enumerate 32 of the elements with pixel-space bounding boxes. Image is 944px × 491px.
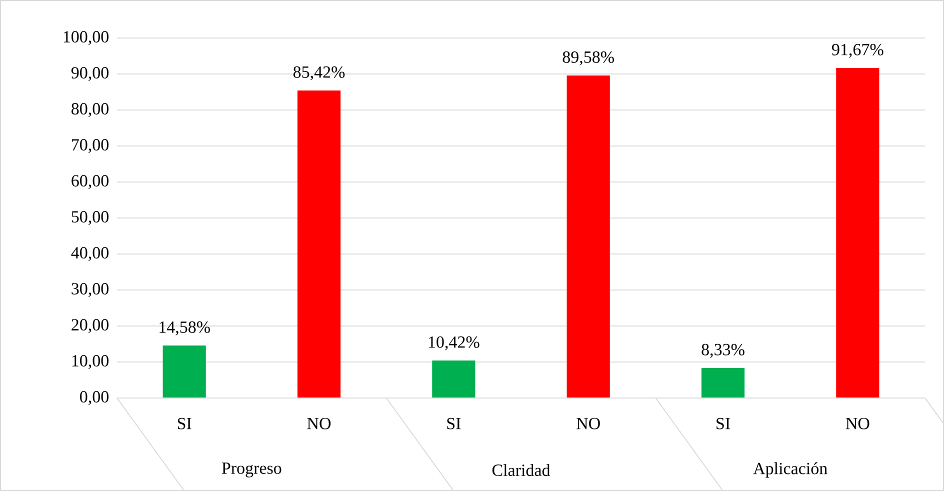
data-label: 91,67%	[832, 44, 884, 58]
y-tick-label: 70,00	[72, 139, 108, 153]
data-label: 14,58%	[160, 321, 210, 336]
bar	[297, 90, 341, 398]
bar	[162, 346, 206, 398]
bar	[836, 68, 880, 398]
y-tick-label: 90,00	[71, 67, 108, 81]
bar	[566, 76, 610, 398]
data-label: 10,42%	[428, 336, 480, 350]
bar	[701, 368, 745, 398]
data-label: 8,33%	[702, 344, 744, 358]
x-tick-label: SI	[447, 418, 461, 430]
bar	[432, 360, 476, 398]
text: Claridad	[492, 464, 550, 476]
y-tick-label: 60,00	[72, 175, 108, 189]
y-tick-label: 40,00	[71, 247, 108, 261]
y-tick-label: 80,00	[72, 103, 108, 117]
data-label: 89,58%	[562, 51, 614, 66]
y-tick-label: 0,00	[80, 391, 108, 405]
x-tick-label: NO	[576, 418, 600, 430]
y-tick-label: 100,00	[64, 31, 108, 45]
y-tick-label: 20,00	[72, 319, 108, 333]
y-tick-label: 10,00	[72, 355, 108, 369]
y-tick-label: 50,00	[72, 211, 108, 225]
x-tick-label: SI	[178, 418, 192, 430]
data-label: 85,42%	[293, 66, 345, 80]
y-tick-label: 30,00	[72, 283, 108, 297]
x-tick-label: NO	[307, 418, 331, 430]
text: Aplicación	[753, 462, 828, 478]
x-tick-label: SI	[716, 418, 730, 430]
x-tick-label: NO	[846, 418, 870, 430]
text: Progreso	[222, 462, 282, 478]
